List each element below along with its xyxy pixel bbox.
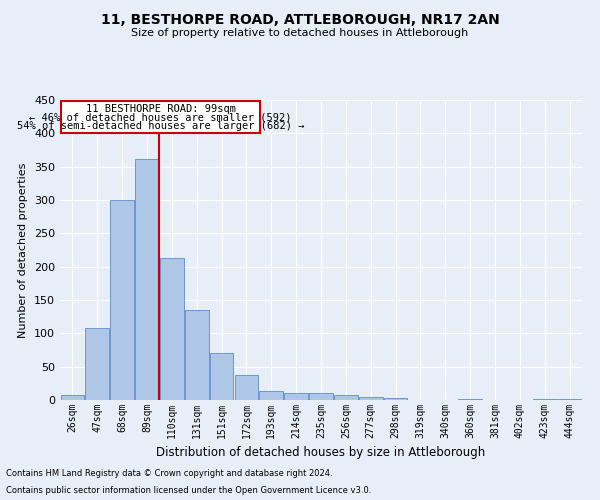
Bar	[458, 398, 482, 400]
Bar	[384, 398, 407, 400]
Bar	[334, 396, 358, 400]
Text: 11 BESTHORPE ROAD: 99sqm: 11 BESTHORPE ROAD: 99sqm	[86, 104, 236, 114]
X-axis label: Distribution of detached houses by size in Attleborough: Distribution of detached houses by size …	[157, 446, 485, 460]
Bar	[135, 158, 159, 400]
Text: 54% of semi-detached houses are larger (682) →: 54% of semi-detached houses are larger (…	[17, 122, 304, 132]
Bar	[533, 398, 557, 400]
Text: ← 46% of detached houses are smaller (592): ← 46% of detached houses are smaller (59…	[29, 112, 292, 122]
Bar	[160, 258, 184, 400]
Text: 11, BESTHORPE ROAD, ATTLEBOROUGH, NR17 2AN: 11, BESTHORPE ROAD, ATTLEBOROUGH, NR17 2…	[101, 12, 499, 26]
Bar	[558, 398, 581, 400]
Text: Contains HM Land Registry data © Crown copyright and database right 2024.: Contains HM Land Registry data © Crown c…	[6, 468, 332, 477]
Bar	[61, 396, 84, 400]
Bar	[284, 394, 308, 400]
FancyBboxPatch shape	[61, 102, 260, 134]
Bar	[235, 376, 258, 400]
Bar	[85, 328, 109, 400]
Text: Contains public sector information licensed under the Open Government Licence v3: Contains public sector information licen…	[6, 486, 371, 495]
Text: Size of property relative to detached houses in Attleborough: Size of property relative to detached ho…	[131, 28, 469, 38]
Bar	[110, 200, 134, 400]
Bar	[359, 396, 383, 400]
Bar	[210, 354, 233, 400]
Y-axis label: Number of detached properties: Number of detached properties	[19, 162, 28, 338]
Bar	[185, 310, 209, 400]
Bar	[259, 390, 283, 400]
Bar	[309, 394, 333, 400]
